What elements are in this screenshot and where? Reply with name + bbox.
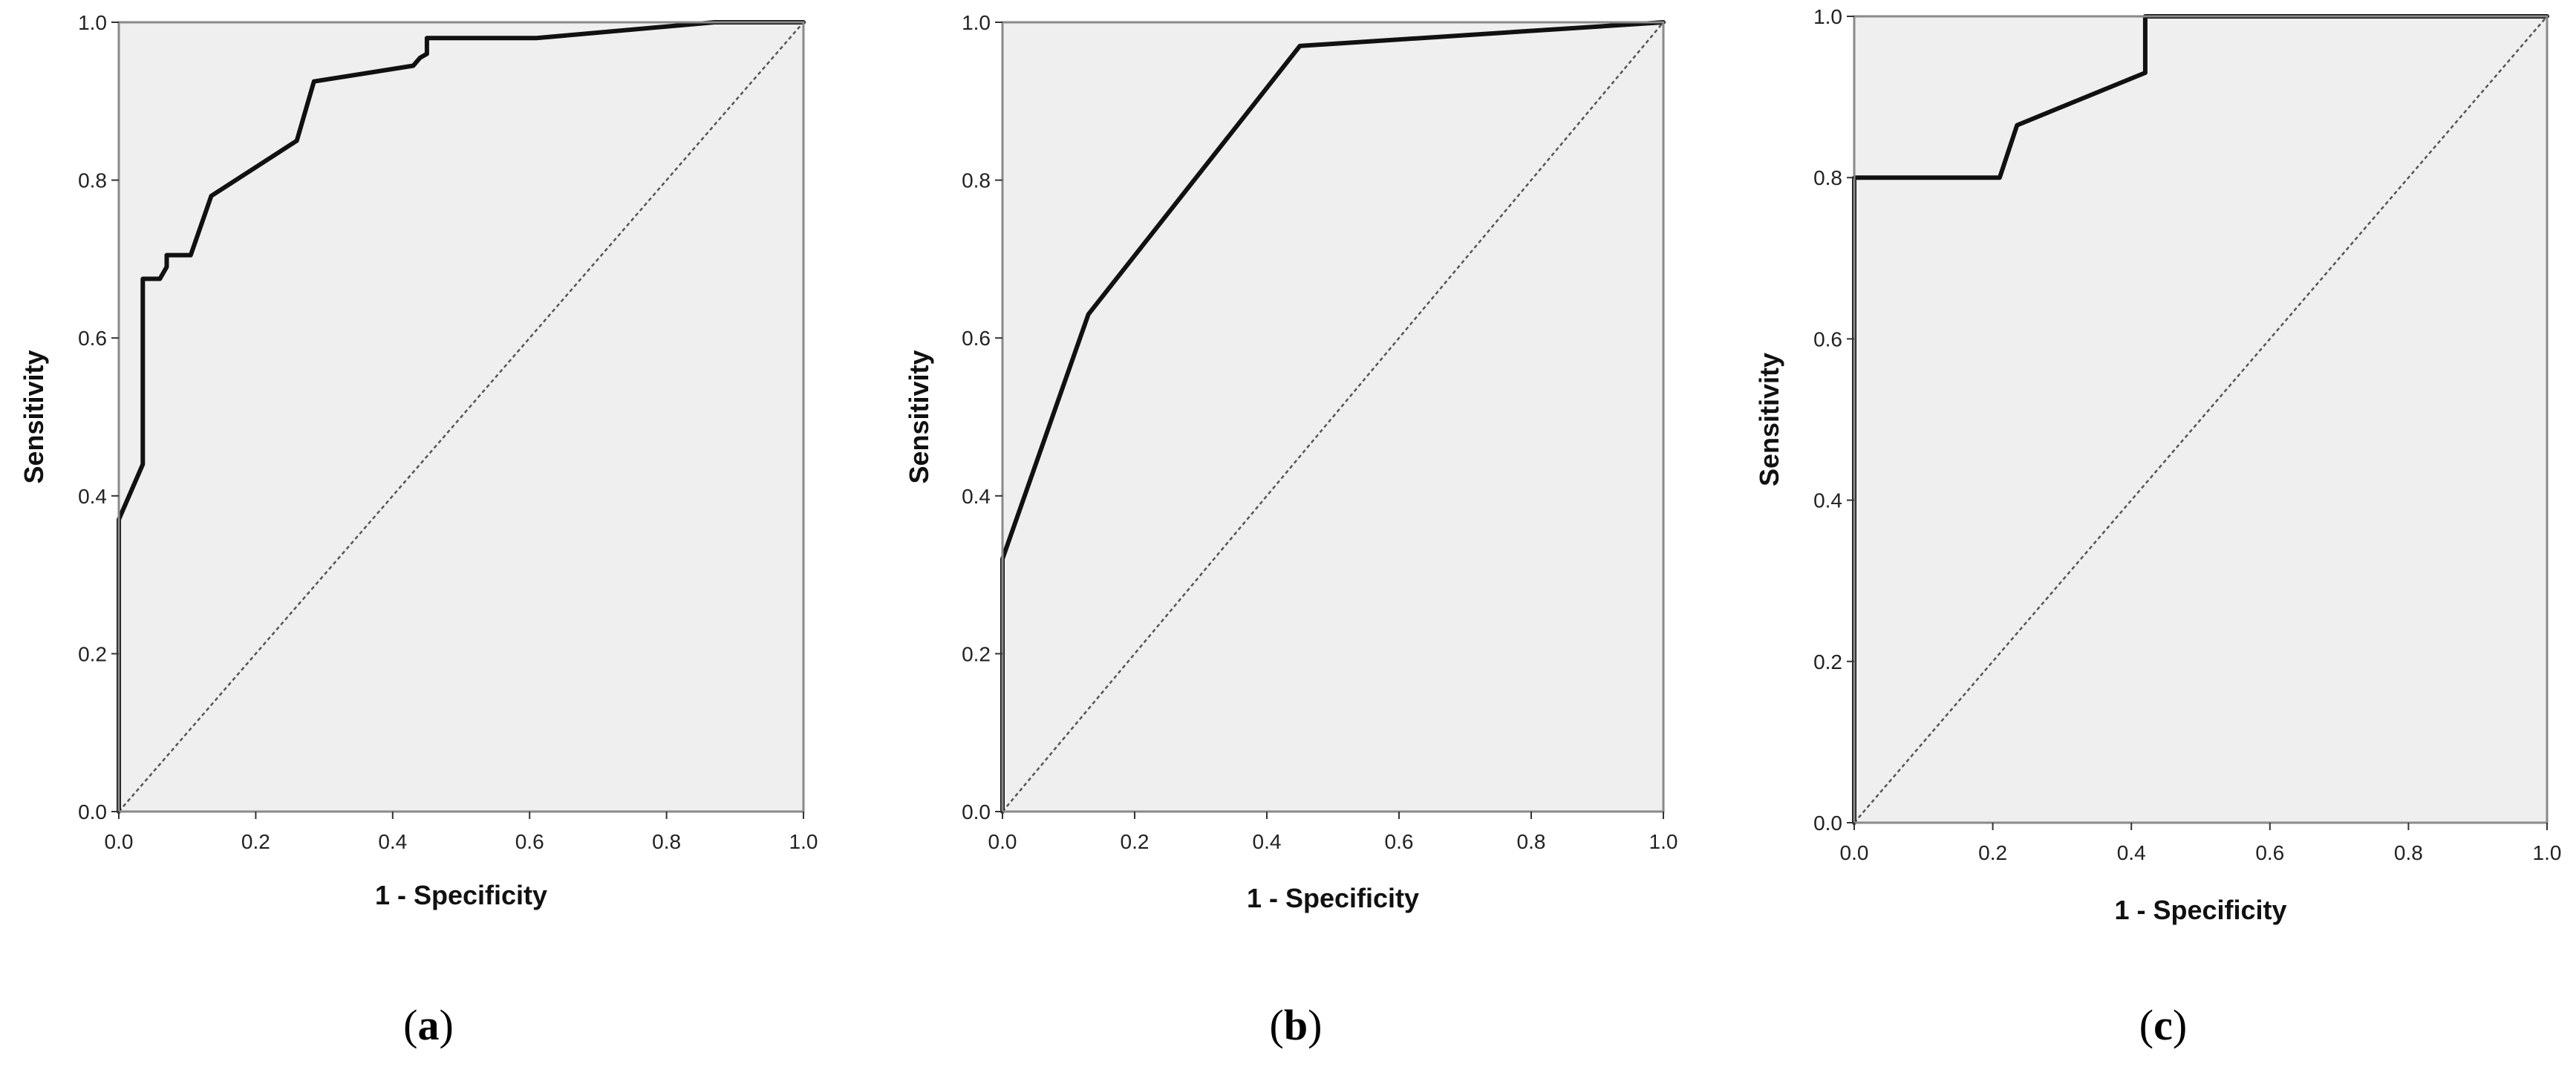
- x-tick-label-c: 0.4: [2117, 841, 2146, 864]
- y-tick-label-b: 0.0: [962, 800, 991, 823]
- x-tick-label-b: 0.4: [1253, 830, 1282, 853]
- x-tick-label-b: 0.8: [1517, 830, 1546, 853]
- y-tick-label-c: 0.2: [1813, 650, 1842, 673]
- x-tick-label-c: 0.6: [2255, 841, 2284, 864]
- reference-diagonal-a: [118, 22, 804, 812]
- x-axis-label-c: 1 - Specificity: [2114, 895, 2286, 925]
- y-tick-label-c: 0.6: [1813, 327, 1842, 350]
- panel-label-b: (b): [1270, 1001, 1323, 1049]
- roc-curve-a: [117, 20, 806, 814]
- plot-frame-c: [1853, 15, 2549, 824]
- x-axis-label-a: 1 - Specificity: [375, 880, 547, 910]
- x-tick-label-a: 1.0: [789, 830, 818, 853]
- y-axis-label-c: Sensitivity: [1754, 353, 1784, 486]
- reference-diagonal-b: [1002, 22, 1664, 812]
- y-tick-label-a: 1.0: [78, 11, 107, 34]
- y-tick-label-c: 1.0: [1813, 5, 1842, 28]
- y-tick-label-b: 1.0: [962, 11, 991, 34]
- y-axis-label-b: Sensitivity: [904, 350, 934, 483]
- y-tick-label-a: 0.2: [78, 642, 107, 665]
- x-tick-label-b: 1.0: [1649, 830, 1678, 853]
- x-tick-label-a: 0.2: [241, 830, 270, 853]
- x-tick-label-b: 0.2: [1121, 830, 1150, 853]
- x-tick-label-a: 0.8: [652, 830, 681, 853]
- y-tick-label-c: 0.8: [1813, 166, 1842, 189]
- y-tick-label-a: 0.8: [78, 169, 107, 192]
- panel-label-a: (a): [403, 1001, 454, 1049]
- plot-frame-b: [1001, 21, 1665, 813]
- y-tick-label-a: 0.4: [78, 485, 107, 508]
- roc-panel-b: 0.0 0.2 0.4 0.6 0.8 1.0 0.0 0.2 0.4 0.6 0.8 1.0 1 - …: [904, 11, 1677, 1049]
- x-tick-label-a: 0.6: [515, 830, 544, 853]
- roc-panel-a: 0.0 0.2 0.4 0.6 0.8 1.0 0.0 0.2 0.4 0.6 0.8 1.0 1 - …: [19, 11, 818, 1049]
- y-tick-label-c: 0.0: [1813, 812, 1842, 835]
- plot-frame-a: [117, 21, 805, 813]
- y-tick-label-b: 0.8: [962, 169, 991, 192]
- y-tick-label-a: 0.6: [78, 327, 107, 350]
- x-tick-label-a: 0.4: [378, 830, 407, 853]
- y-tick-label-c: 0.4: [1813, 489, 1842, 512]
- y-tick-label-b: 0.6: [962, 327, 991, 350]
- x-tick-label-b: 0.0: [988, 830, 1017, 853]
- roc-panel-c: 0.0 0.2 0.4 0.6 0.8 1.0 0.0 0.2 0.4 0.6 0.8 1.0 1 - …: [1754, 5, 2561, 1049]
- x-axis-label-b: 1 - Specificity: [1247, 883, 1419, 913]
- y-tick-label-a: 0.0: [78, 800, 107, 823]
- x-tick-label-c: 0.0: [1840, 841, 1869, 864]
- x-tick-label-c: 1.0: [2533, 841, 2562, 864]
- y-tick-label-b: 0.4: [962, 485, 991, 508]
- x-tick-label-c: 0.8: [2394, 841, 2423, 864]
- x-tick-label-b: 0.6: [1385, 830, 1414, 853]
- y-axis-label-a: Sensitivity: [19, 350, 49, 483]
- y-tick-label-b: 0.2: [962, 642, 991, 665]
- x-tick-label-c: 0.2: [1978, 841, 2007, 864]
- panel-label-c: (c): [2139, 1001, 2187, 1049]
- reference-diagonal-c: [1853, 16, 2548, 823]
- x-tick-label-a: 0.0: [105, 830, 134, 853]
